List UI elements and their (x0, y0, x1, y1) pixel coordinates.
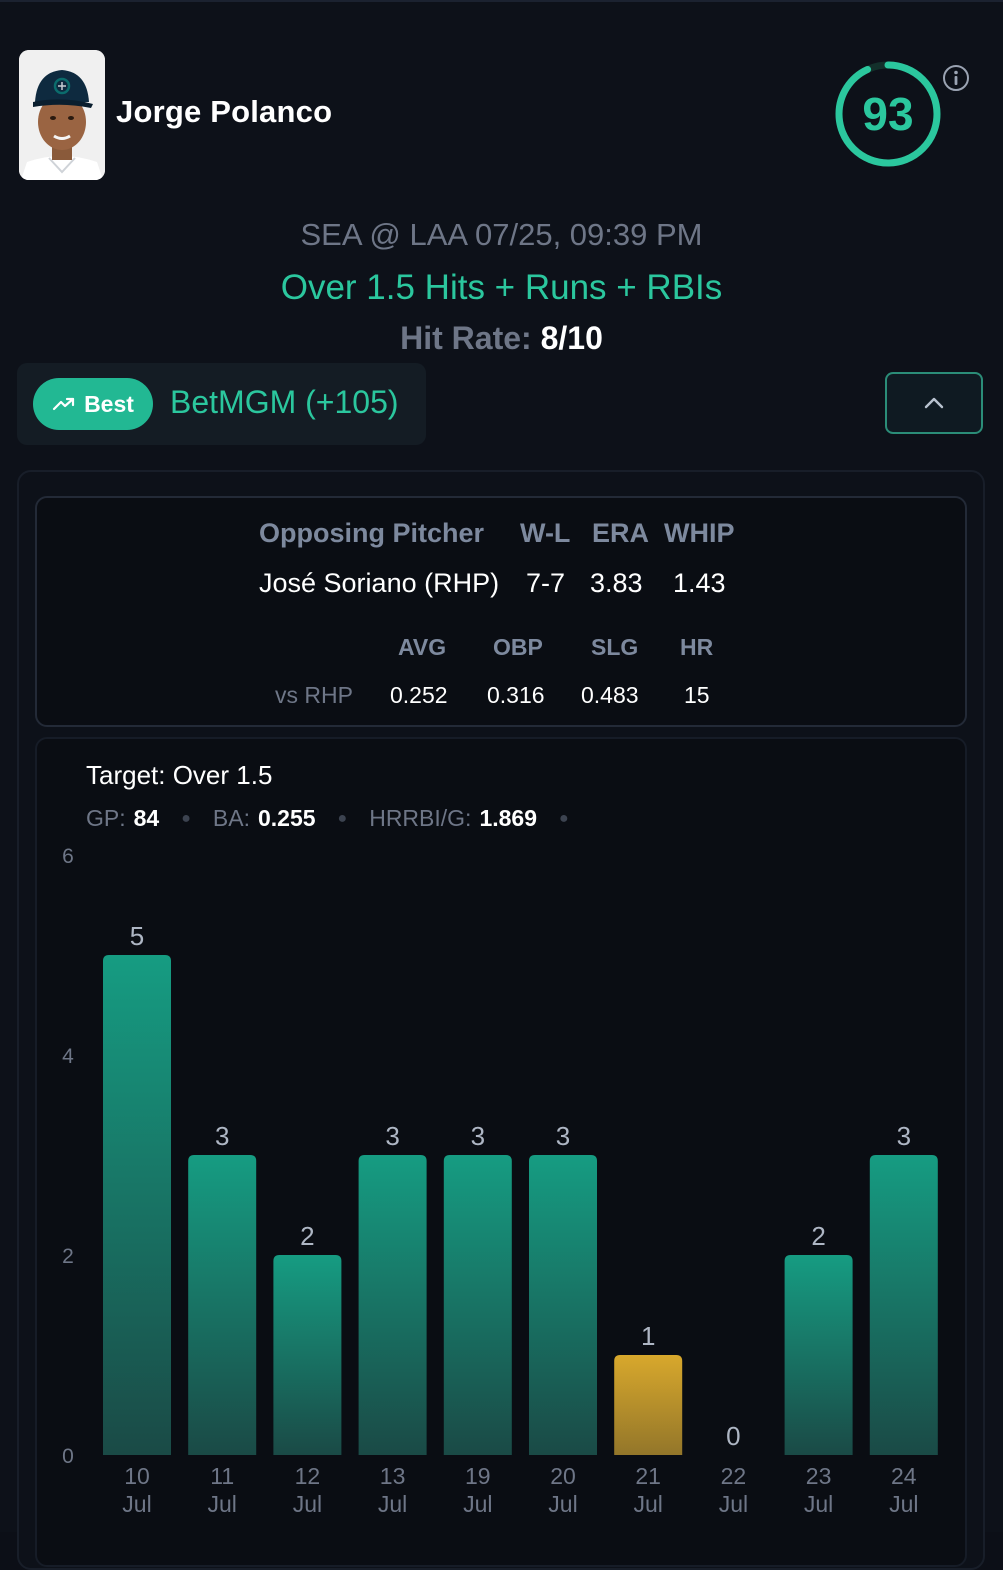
hit-rate: Hit Rate: 8/10 (0, 320, 1003, 357)
pitcher-name: José Soriano (RHP) (259, 568, 500, 598)
bar-value-label: 3 (897, 1121, 911, 1151)
split-avg: 0.252 (390, 682, 448, 708)
bar[interactable] (273, 1255, 342, 1455)
x-tick-label: Jul (719, 1491, 748, 1517)
x-tick-label: 13 (380, 1463, 406, 1489)
hit-rate-value: 8/10 (540, 320, 603, 356)
split-header-slg: SLG (591, 634, 639, 660)
x-tick-label: Jul (207, 1491, 236, 1517)
x-tick-label: Jul (889, 1491, 918, 1517)
bar[interactable] (443, 1155, 512, 1455)
sportsbook-odds[interactable]: BetMGM (+105) (170, 384, 399, 420)
x-tick-label: 24 (891, 1463, 917, 1489)
bar[interactable] (784, 1255, 853, 1455)
x-tick-label: 11 (210, 1463, 234, 1489)
split-header-obp: OBP (493, 634, 543, 660)
split-hr: 15 (684, 682, 710, 708)
ba-value: 0.255 (257, 805, 316, 831)
y-tick-label: 4 (62, 1045, 74, 1068)
collapse-button[interactable] (885, 372, 983, 434)
pitcher-whip: 1.43 (673, 568, 726, 598)
separator-dot: ● (181, 809, 191, 827)
split-slg: 0.483 (581, 682, 639, 708)
separator-dot: ● (559, 809, 569, 827)
bar-value-label: 2 (300, 1221, 314, 1251)
separator-dot: ● (337, 809, 348, 827)
x-tick-label: Jul (548, 1491, 577, 1517)
chevron-up-icon (924, 397, 944, 409)
y-tick-label: 0 (62, 1445, 74, 1468)
hit-rate-label: Hit Rate: (400, 320, 532, 356)
x-tick-label: Jul (633, 1491, 662, 1517)
x-tick-label: 10 (124, 1463, 150, 1489)
target-line: Target: Over 1.5 (86, 760, 273, 790)
x-tick-label: 20 (550, 1463, 576, 1489)
pitcher-box (35, 496, 967, 727)
bar-value-label: 3 (385, 1121, 399, 1151)
hrrbi-label: HRRBI/G: (369, 805, 472, 831)
gp-value: 84 (133, 805, 160, 831)
player-name: Jorge Polanco (116, 94, 333, 129)
x-tick-label: 12 (295, 1463, 321, 1489)
y-tick-label: 6 (62, 845, 74, 868)
bar-value-label: 3 (556, 1121, 570, 1151)
prop-line: Over 1.5 Hits + Runs + RBIs (280, 268, 723, 307)
bar-value-label: 3 (471, 1121, 485, 1151)
x-tick-label: Jul (378, 1491, 407, 1517)
split-header-avg: AVG (398, 634, 447, 660)
score-ring (835, 61, 941, 167)
split-header-hr: HR (680, 634, 714, 660)
bar[interactable] (358, 1155, 427, 1455)
pitcher-era: 3.83 (590, 568, 643, 598)
x-tick-label: Jul (122, 1491, 151, 1517)
bar-value-label: 1 (641, 1321, 655, 1351)
ba-label: BA: (212, 805, 250, 831)
bar[interactable] (869, 1155, 938, 1455)
trending-up-icon (52, 397, 75, 411)
bar[interactable] (529, 1155, 597, 1455)
gp-label: GP: (86, 805, 126, 831)
best-label: Best (84, 390, 134, 417)
x-tick-label: 21 (635, 1463, 661, 1489)
pitcher-header-wl: W-L (520, 518, 571, 548)
x-tick-label: 19 (465, 1463, 491, 1489)
x-tick-label: Jul (293, 1491, 322, 1517)
pitcher-wl: 7-7 (526, 568, 566, 598)
player-photo-icon (19, 50, 105, 180)
score-value: 93 (862, 88, 914, 140)
split-obp: 0.316 (487, 682, 545, 708)
bar[interactable] (103, 955, 171, 1455)
y-tick-label: 2 (62, 1245, 74, 1268)
x-tick-label: Jul (463, 1491, 492, 1517)
bar-value-label: 3 (215, 1121, 229, 1151)
best-badge: Best (33, 378, 153, 430)
game-matchup: SEA @ LAA 07/25, 09:39 PM (300, 217, 703, 252)
bar[interactable] (614, 1355, 683, 1455)
bar-value-label: 5 (130, 921, 144, 951)
summary-stats: GP: 84 ● BA: 0.255 ● HRRBI/G: 1.869 ● (86, 805, 591, 832)
info-icon[interactable] (942, 64, 970, 92)
pitcher-header-whip: WHIP (664, 518, 735, 548)
split-label: vs RHP (275, 682, 353, 708)
pitcher-header-name: Opposing Pitcher (259, 518, 485, 548)
x-tick-label: 23 (806, 1463, 832, 1489)
player-avatar (19, 50, 105, 180)
x-tick-label: 22 (721, 1463, 747, 1489)
hrrbi-value: 1.869 (479, 805, 537, 831)
bar-value-label: 2 (811, 1221, 825, 1251)
pitcher-header-era: ERA (592, 518, 650, 548)
bar-value-label: 0 (726, 1421, 740, 1451)
x-tick-label: Jul (804, 1491, 833, 1517)
bar[interactable] (188, 1155, 257, 1455)
